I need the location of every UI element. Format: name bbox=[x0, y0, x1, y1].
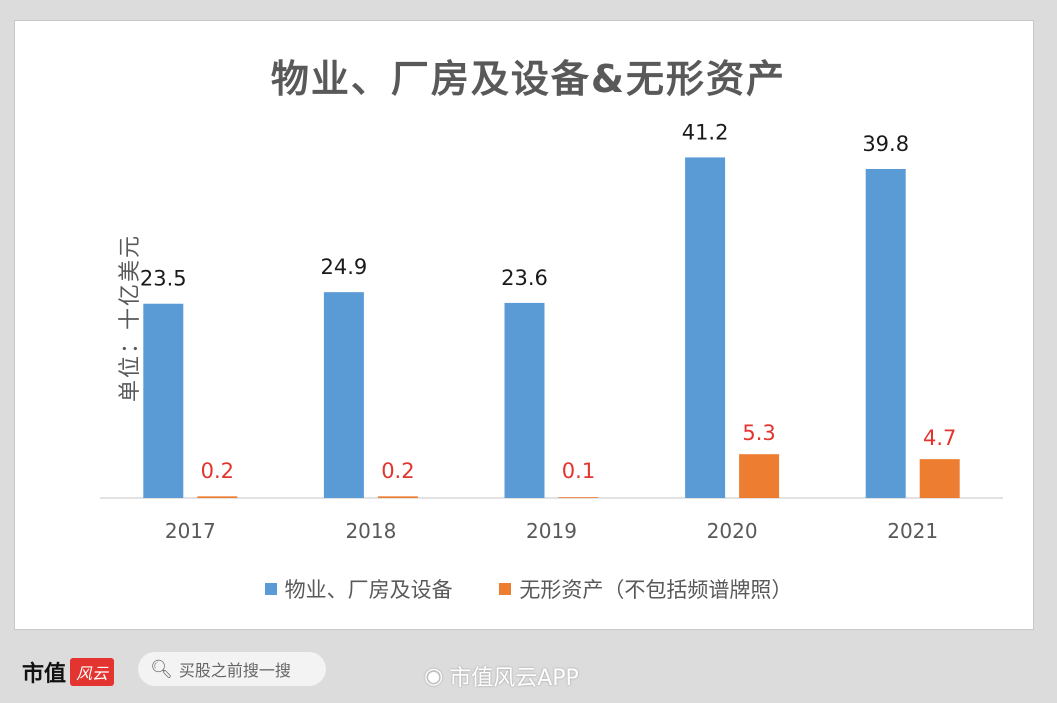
data-label-ppe-2020: 41.2 bbox=[682, 120, 729, 144]
data-label-ppe-2018: 24.9 bbox=[321, 255, 368, 279]
x-tick-label-2021: 2021 bbox=[887, 519, 938, 543]
data-label-ppe-2021: 39.8 bbox=[862, 132, 909, 156]
x-tick-label-2020: 2020 bbox=[707, 519, 758, 543]
weibo-icon: ◉ bbox=[424, 663, 444, 689]
bar-intangible-2021 bbox=[919, 459, 960, 498]
footer-logo: 市值 风云 bbox=[22, 656, 115, 688]
bar-intangible-2019 bbox=[558, 497, 599, 498]
search-placeholder: 买股之前搜一搜 bbox=[178, 661, 291, 680]
bar-ppe-2017 bbox=[143, 303, 184, 498]
bar-ppe-2019 bbox=[504, 302, 545, 498]
legend-swatch-ppe bbox=[264, 583, 277, 595]
legend-swatch-intangible bbox=[499, 583, 512, 595]
bar-ppe-2020 bbox=[685, 157, 726, 498]
logo-badge: 风云 bbox=[70, 658, 115, 686]
data-label-intangible-2020: 5.3 bbox=[742, 421, 775, 445]
search-box[interactable]: 🔍︎ 买股之前搜一搜 bbox=[138, 652, 326, 686]
bar-ppe-2021 bbox=[865, 168, 906, 498]
data-label-intangible-2018: 0.2 bbox=[381, 459, 414, 483]
bar-intangible-2018 bbox=[377, 496, 418, 498]
legend-label-ppe: 物业、厂房及设备 bbox=[284, 578, 453, 602]
chart-title: 物业、厂房及设备&无形资产 bbox=[270, 57, 787, 101]
data-label-intangible-2021: 4.7 bbox=[923, 426, 956, 450]
x-tick-label-2018: 2018 bbox=[345, 519, 396, 543]
legend-item-ppe: 物业、厂房及设备 bbox=[264, 574, 453, 604]
app-watermark: ◉ 市值风云APP bbox=[424, 660, 579, 692]
bar-intangible-2017 bbox=[197, 496, 238, 498]
x-tick-label-2019: 2019 bbox=[526, 519, 577, 543]
legend-label-intangible: 无形资产（不包括频谱牌照） bbox=[519, 578, 793, 602]
data-label-ppe-2019: 23.6 bbox=[501, 266, 548, 290]
search-icon: 🔍︎ bbox=[150, 658, 173, 680]
legend: 物业、厂房及设备 无形资产（不包括频谱牌照） bbox=[0, 574, 1057, 604]
x-tick-label-2017: 2017 bbox=[165, 519, 216, 543]
logo-text: 市值 bbox=[22, 662, 67, 687]
legend-item-intangible: 无形资产（不包括频谱牌照） bbox=[499, 574, 792, 604]
bar-ppe-2018 bbox=[323, 292, 364, 498]
data-label-ppe-2017: 23.5 bbox=[140, 267, 187, 291]
bar-intangible-2020 bbox=[739, 454, 780, 498]
data-label-intangible-2017: 0.2 bbox=[201, 459, 234, 483]
watermark-text: 市值风云APP bbox=[449, 666, 579, 691]
data-label-intangible-2019: 0.1 bbox=[562, 459, 595, 483]
